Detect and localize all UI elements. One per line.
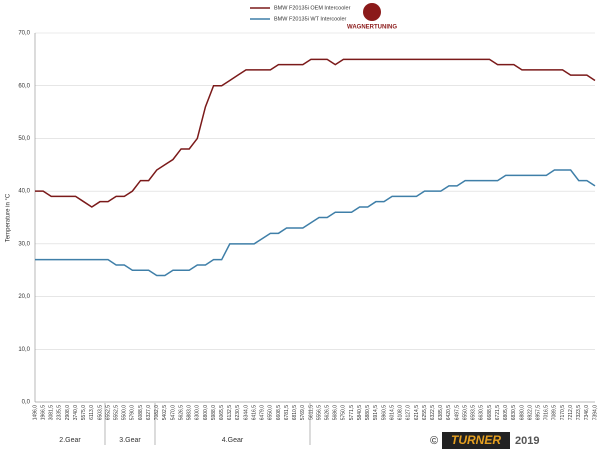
x-tick-label: 6957,5 bbox=[536, 405, 542, 421]
logo-text: WAGNERTUNING bbox=[347, 25, 397, 31]
x-tick-label: 6132,5 bbox=[227, 405, 233, 421]
x-tick-label: 6550,0 bbox=[268, 405, 274, 421]
x-tick-label: 6593,5 bbox=[471, 405, 477, 421]
x-tick-label: 6479,0 bbox=[260, 405, 266, 421]
x-tick-label: 6127,0 bbox=[406, 405, 412, 421]
footer-copyright: © bbox=[430, 435, 438, 447]
x-tick-label: 5611,5 bbox=[308, 405, 314, 420]
x-tick-label: 6630,5 bbox=[479, 405, 485, 421]
gear-label: 2.Gear bbox=[59, 437, 81, 444]
x-tick-label: 5883,0 bbox=[187, 405, 193, 421]
x-tick-label: 1496,0 bbox=[32, 405, 38, 421]
x-tick-label: 6800,0 bbox=[203, 405, 209, 421]
x-tick-label: 6416,5 bbox=[251, 405, 257, 421]
x-tick-label: 7170,5 bbox=[560, 405, 566, 421]
footer-brand: TURNER bbox=[451, 433, 501, 447]
x-tick-label: 5988,0 bbox=[211, 405, 217, 421]
x-tick-label: 5769,0 bbox=[300, 405, 306, 421]
series-line bbox=[35, 169, 596, 277]
footer-year: 2019 bbox=[515, 435, 539, 447]
x-tick-label: 5575,0 bbox=[81, 405, 87, 421]
x-tick-label: 5556,5 bbox=[316, 405, 322, 421]
y-tick-label: 20,0 bbox=[18, 294, 30, 300]
gear-label: 3.Gear bbox=[119, 437, 141, 444]
x-tick-label: 5552,5 bbox=[113, 405, 119, 421]
x-tick-label: 6327,0 bbox=[146, 405, 152, 421]
y-axis-label: Temperature in °C bbox=[6, 193, 12, 242]
y-tick-label: 60,0 bbox=[18, 83, 30, 89]
x-tick-label: 5626,5 bbox=[178, 405, 184, 421]
x-tick-label: 5626,5 bbox=[325, 405, 331, 421]
x-tick-label: 5500,0 bbox=[122, 405, 128, 421]
y-tick-label: 30,0 bbox=[18, 241, 30, 247]
series-line bbox=[35, 58, 596, 208]
x-tick-label: 5880,5 bbox=[365, 405, 371, 421]
x-tick-label: 7016,5 bbox=[544, 405, 550, 421]
x-tick-label: 6880,0 bbox=[519, 405, 525, 421]
x-tick-label: 6088,5 bbox=[138, 405, 144, 421]
x-tick-label: 6300,0 bbox=[195, 405, 201, 421]
footer-logo-box bbox=[442, 432, 510, 449]
x-tick-label: 7346,0 bbox=[584, 405, 590, 421]
x-tick-label: 6550,5 bbox=[462, 405, 468, 421]
x-tick-label: 2908,0 bbox=[65, 405, 71, 421]
x-tick-label: 7212,0 bbox=[568, 405, 574, 421]
x-tick-label: 5771,5 bbox=[349, 405, 355, 421]
gear-label: 4.Gear bbox=[222, 437, 244, 444]
x-tick-label: 6781,5 bbox=[284, 405, 290, 421]
x-tick-label: 5790,0 bbox=[130, 405, 136, 421]
x-tick-label: 6552,5 bbox=[105, 405, 111, 421]
x-tick-label: 5402,5 bbox=[162, 405, 168, 421]
x-tick-label: 5686,0 bbox=[333, 405, 339, 421]
x-tick-label: 6014,5 bbox=[389, 405, 395, 421]
x-tick-label: 5914,5 bbox=[373, 405, 379, 421]
x-tick-label: 6830,5 bbox=[511, 405, 517, 421]
x-tick-label: 6255,5 bbox=[422, 405, 428, 421]
x-tick-label: 6810,5 bbox=[292, 405, 298, 421]
y-tick-label: 40,0 bbox=[18, 189, 30, 195]
x-tick-label: 5470,0 bbox=[170, 405, 176, 421]
x-tick-label: 6214,5 bbox=[414, 405, 420, 421]
y-tick-label: 0,0 bbox=[22, 400, 31, 406]
x-tick-label: 6322,5 bbox=[430, 405, 436, 421]
y-tick-label: 50,0 bbox=[18, 136, 30, 142]
x-tick-label: 7323,5 bbox=[576, 405, 582, 421]
x-tick-label: 6230,5 bbox=[235, 405, 241, 421]
x-tick-label: 6608,5 bbox=[276, 405, 282, 421]
y-tick-label: 70,0 bbox=[18, 31, 30, 37]
x-tick-label: 6065,5 bbox=[219, 405, 225, 421]
x-tick-label: 6108,0 bbox=[398, 405, 404, 421]
x-tick-label: 6385,0 bbox=[438, 405, 444, 421]
x-tick-label: 2335,5 bbox=[57, 405, 63, 421]
x-tick-label: 6922,0 bbox=[527, 405, 533, 421]
x-tick-label: 7394,0 bbox=[592, 405, 598, 421]
x-tick-label: 1966,5 bbox=[40, 405, 46, 421]
x-tick-label: 6721,5 bbox=[495, 405, 501, 421]
x-tick-label: 6805,0 bbox=[503, 405, 509, 421]
x-tick-label: 6688,5 bbox=[487, 405, 493, 421]
x-tick-label: 5750,0 bbox=[341, 405, 347, 421]
x-tick-label: 3081,5 bbox=[49, 405, 55, 421]
x-tick-label: 6497,5 bbox=[454, 405, 460, 421]
x-tick-label: 5960,5 bbox=[381, 405, 387, 421]
logo-icon bbox=[363, 3, 381, 21]
y-tick-label: 10,0 bbox=[18, 347, 30, 353]
x-tick-label: 6344,0 bbox=[243, 405, 249, 421]
x-tick-label: 7089,5 bbox=[552, 405, 558, 421]
x-tick-label: 3740,0 bbox=[73, 405, 79, 421]
x-tick-label: 6420,5 bbox=[446, 405, 452, 421]
x-tick-label: 6503,5 bbox=[97, 405, 103, 421]
x-tick-label: 6113,0 bbox=[89, 405, 95, 420]
legend-label: BMW F20135i WT Intercooler bbox=[274, 16, 347, 22]
legend-label: BMW F20135i OEM Intercooler bbox=[274, 5, 351, 11]
x-tick-label: 7082,0 bbox=[154, 405, 160, 421]
x-tick-label: 5840,5 bbox=[357, 405, 363, 421]
